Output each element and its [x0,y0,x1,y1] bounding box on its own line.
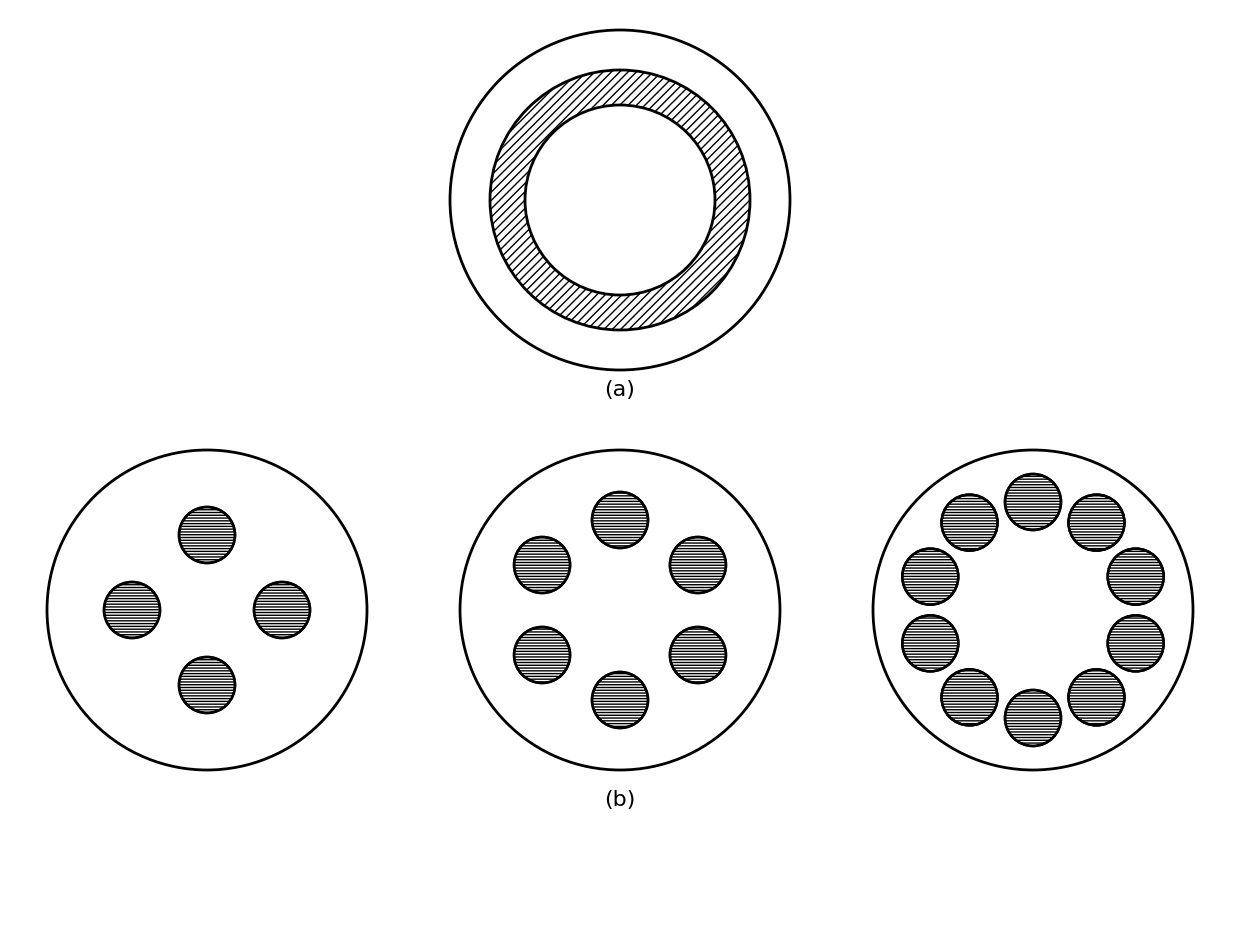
Circle shape [490,70,750,330]
Circle shape [1004,690,1061,746]
Circle shape [1107,549,1163,604]
Circle shape [873,450,1193,770]
Circle shape [670,627,725,683]
Circle shape [515,537,570,593]
Circle shape [591,672,649,728]
Circle shape [47,450,367,770]
Circle shape [903,549,959,604]
Circle shape [460,450,780,770]
Circle shape [104,582,160,638]
Circle shape [941,670,997,726]
Text: (a): (a) [605,380,635,400]
Circle shape [903,616,959,672]
Circle shape [179,657,236,713]
Circle shape [1069,670,1125,726]
Circle shape [941,495,997,551]
Circle shape [670,537,725,593]
Circle shape [525,105,715,295]
Circle shape [1004,474,1061,530]
Circle shape [515,627,570,683]
Circle shape [254,582,310,638]
Circle shape [1069,495,1125,551]
Circle shape [179,507,236,563]
Circle shape [1107,616,1163,672]
Circle shape [591,492,649,548]
Circle shape [450,30,790,370]
Text: (b): (b) [604,790,636,810]
